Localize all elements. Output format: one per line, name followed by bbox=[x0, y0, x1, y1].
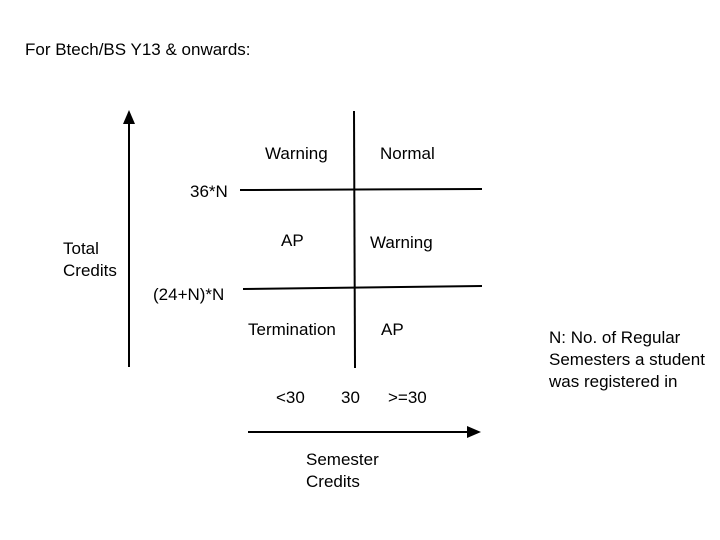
note-line1: N: No. of Regular bbox=[549, 328, 681, 347]
cell-middle-right: Warning bbox=[370, 233, 433, 252]
lower-threshold-line bbox=[242, 285, 483, 290]
y-axis-arrowhead bbox=[123, 110, 135, 124]
x-axis-label-line1: Semester bbox=[306, 450, 379, 469]
x-axis-arrowhead bbox=[467, 426, 481, 438]
vertical-divider bbox=[353, 110, 356, 369]
x-tick-mid: 30 bbox=[341, 388, 360, 407]
upper-threshold-line bbox=[239, 188, 483, 191]
threshold-high-label: 36*N bbox=[190, 182, 228, 201]
threshold-low-label: (24+N)*N bbox=[153, 285, 225, 304]
y-axis-label-line1: Total bbox=[63, 239, 99, 258]
cell-top-right: Normal bbox=[380, 144, 435, 163]
cell-middle-left: AP bbox=[281, 231, 304, 250]
x-tick-left: <30 bbox=[276, 388, 305, 407]
note-line2: Semesters a student bbox=[549, 350, 705, 369]
diagram-heading: For Btech/BS Y13 & onwards: bbox=[25, 40, 251, 59]
cell-top-left: Warning bbox=[265, 144, 328, 163]
y-axis-label-line2: Credits bbox=[63, 261, 117, 280]
cell-bottom-right: AP bbox=[381, 320, 404, 339]
x-tick-right: >=30 bbox=[388, 388, 427, 407]
note-line3: was registered in bbox=[549, 372, 678, 391]
x-axis-label-line2: Credits bbox=[306, 472, 360, 491]
cell-bottom-left: Termination bbox=[248, 320, 336, 339]
